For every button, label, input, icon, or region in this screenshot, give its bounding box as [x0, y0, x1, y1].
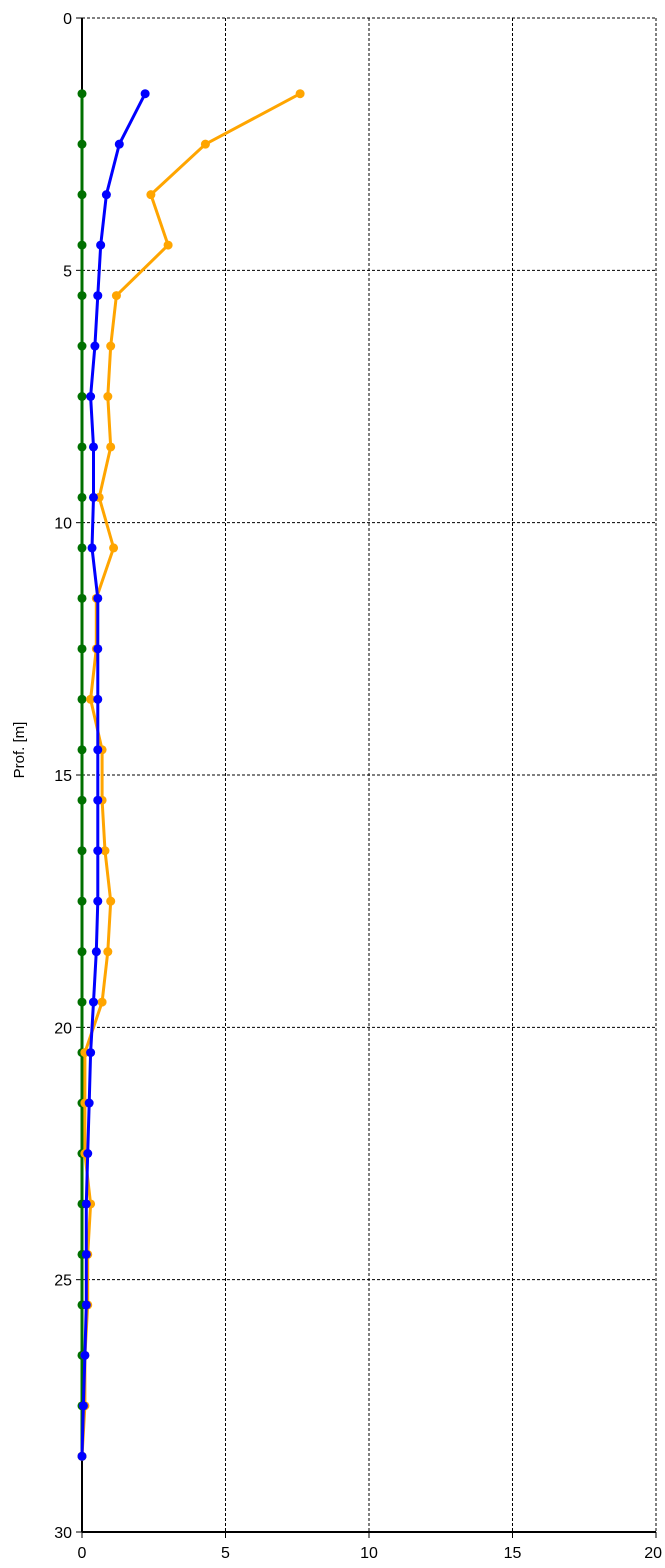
data-point	[77, 492, 87, 502]
x-tick-label: 20	[644, 1545, 662, 1562]
data-point	[163, 240, 173, 250]
data-point	[77, 644, 87, 654]
data-point	[77, 139, 87, 149]
x-tick-label: 5	[221, 1545, 230, 1562]
y-axis-title: Prof. [m]	[11, 722, 28, 779]
data-point	[88, 997, 98, 1007]
series-0	[77, 89, 305, 1461]
data-point	[77, 190, 87, 200]
data-point	[93, 745, 103, 755]
x-tick-label: 0	[78, 1545, 87, 1562]
data-point	[77, 291, 87, 301]
data-point	[114, 139, 124, 149]
data-point	[77, 1451, 87, 1461]
data-point	[77, 89, 87, 99]
data-point	[93, 291, 103, 301]
data-point	[93, 846, 103, 856]
data-point	[100, 846, 110, 856]
y-tick-label: 30	[54, 1525, 72, 1542]
data-point	[81, 1199, 91, 1209]
data-point	[86, 1048, 96, 1058]
data-point	[88, 442, 98, 452]
data-point	[106, 341, 116, 351]
y-tick-label: 0	[63, 11, 72, 28]
data-point	[77, 795, 87, 805]
data-point	[77, 341, 87, 351]
data-point	[106, 442, 116, 452]
data-point	[77, 896, 87, 906]
data-point	[77, 442, 87, 452]
data-point	[77, 593, 87, 603]
data-point	[77, 745, 87, 755]
data-point	[97, 997, 107, 1007]
data-point	[77, 694, 87, 704]
series-layer	[77, 89, 305, 1461]
data-point	[77, 240, 87, 250]
data-point	[93, 896, 103, 906]
data-point	[86, 694, 96, 704]
data-point	[88, 492, 98, 502]
y-tick-label: 20	[54, 1020, 72, 1037]
data-point	[91, 947, 101, 957]
data-point	[77, 392, 87, 401]
data-point	[96, 240, 106, 250]
data-point	[87, 543, 97, 553]
y-tick-label: 15	[54, 768, 72, 785]
y-tick-label: 10	[54, 516, 72, 533]
series-1	[77, 89, 150, 1461]
data-point	[77, 947, 87, 957]
data-point	[80, 1350, 90, 1360]
data-point	[103, 392, 113, 401]
data-point	[103, 947, 113, 957]
data-point	[77, 846, 87, 856]
data-point	[111, 291, 121, 301]
data-point	[146, 190, 156, 200]
data-point	[93, 795, 103, 805]
labels-layer: 0 5 10 15 20 25 30 0 5 10 15 20	[54, 11, 662, 1562]
data-point	[78, 1401, 88, 1411]
data-point	[101, 190, 111, 200]
x-tick-label: 15	[504, 1545, 522, 1562]
data-point	[140, 89, 150, 99]
axes-layer	[76, 17, 657, 1538]
data-point	[93, 644, 103, 654]
data-point	[93, 593, 103, 603]
data-point	[86, 392, 96, 401]
y-tick-label: 5	[63, 263, 72, 280]
data-point	[106, 896, 116, 906]
data-point	[295, 89, 305, 99]
y-tick-label: 25	[54, 1273, 72, 1290]
series-line	[80, 93, 147, 1457]
data-point	[84, 1098, 94, 1108]
data-point	[83, 1149, 93, 1158]
data-point	[90, 341, 100, 351]
data-point	[93, 694, 103, 704]
data-point	[109, 543, 119, 553]
data-point	[77, 997, 87, 1007]
series-line	[80, 92, 301, 1457]
data-point	[81, 1249, 91, 1259]
data-point	[77, 543, 87, 553]
data-point	[200, 139, 210, 149]
data-point	[81, 1300, 91, 1310]
x-tick-label: 10	[360, 1545, 378, 1562]
